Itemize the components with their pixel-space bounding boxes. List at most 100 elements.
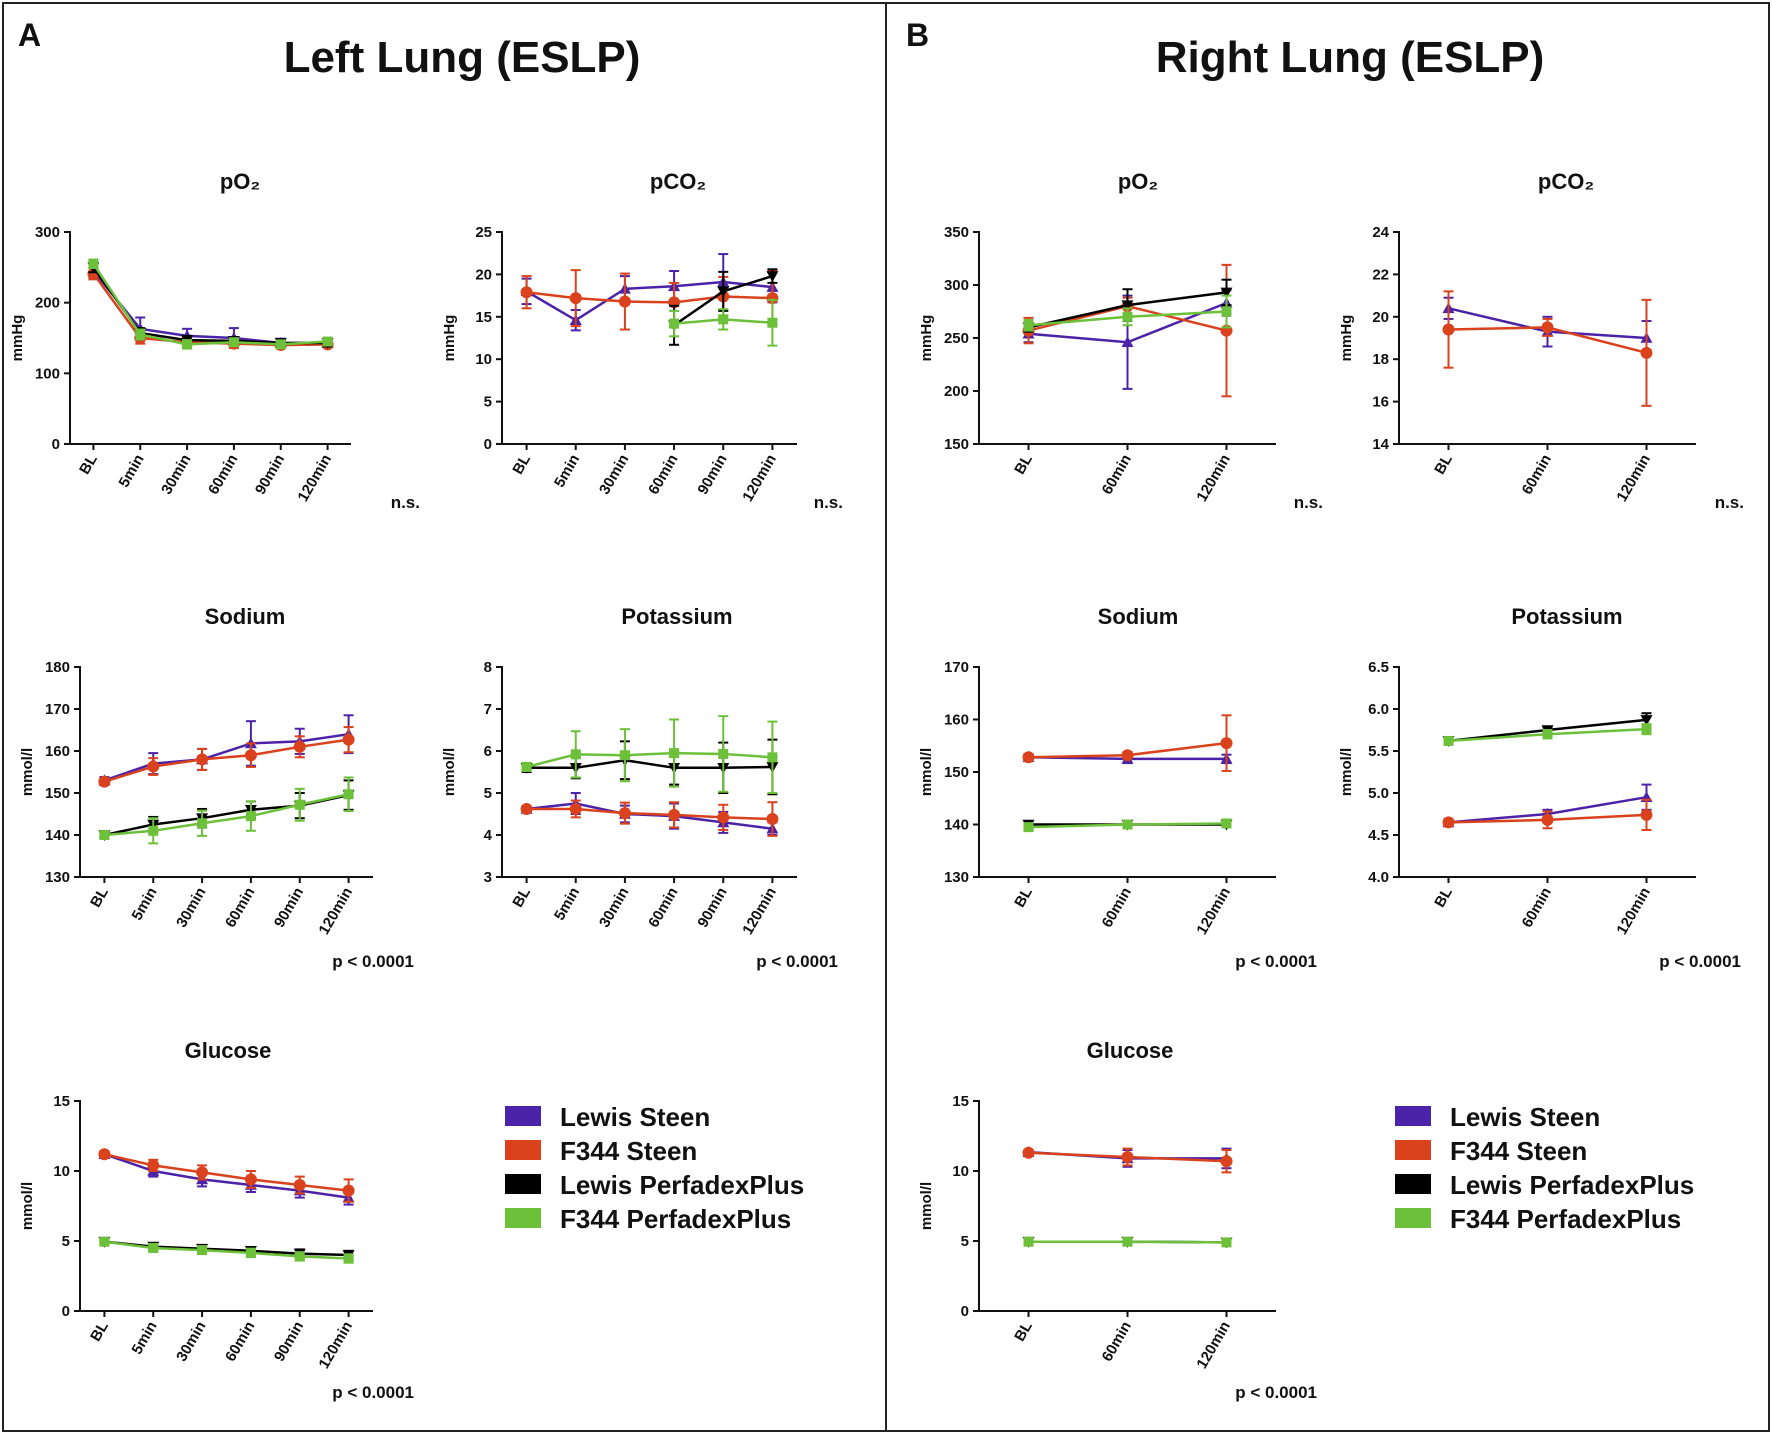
y-tick-label: 6 xyxy=(484,743,492,760)
significance-label: p < 0.0001 xyxy=(756,952,838,971)
data-point xyxy=(1221,1237,1232,1248)
data-point xyxy=(669,748,680,759)
data-point xyxy=(1442,816,1455,829)
legend-b-label-f344-perfadexplus: F344 PerfadexPlus xyxy=(1450,1204,1681,1234)
data-point xyxy=(1122,311,1133,322)
data-point xyxy=(147,760,160,773)
data-point xyxy=(98,1148,111,1161)
y-tick-label: 300 xyxy=(944,277,969,294)
legend-b-swatch-f344-perfadexplus xyxy=(1395,1208,1431,1228)
y-tick-label: 24 xyxy=(1372,224,1389,241)
data-point xyxy=(1442,323,1455,336)
data-point xyxy=(717,286,730,298)
y-tick-label: 15 xyxy=(952,1093,969,1110)
chart-title: Glucose xyxy=(185,1038,272,1063)
data-point xyxy=(766,813,779,826)
data-point xyxy=(1220,287,1233,299)
series-line xyxy=(104,732,349,782)
series-f344-steen xyxy=(98,1148,355,1203)
legend-a-label-f344-steen: F344 Steen xyxy=(560,1136,697,1166)
y-tick-label: 25 xyxy=(475,224,492,241)
y-tick-label: 250 xyxy=(944,330,969,347)
y-tick-label: 5.0 xyxy=(1368,785,1389,802)
y-tick-label: 200 xyxy=(35,295,60,312)
panel-a-letter: A xyxy=(18,17,41,53)
legend-b-swatch-f344-steen xyxy=(1395,1140,1431,1160)
data-point xyxy=(767,752,778,763)
y-axis-label: mmHg xyxy=(441,315,458,362)
data-point xyxy=(1443,735,1454,746)
data-point xyxy=(1641,724,1652,735)
data-point xyxy=(98,775,111,788)
chart-title: Potassium xyxy=(1511,604,1622,629)
chart-title: Potassium xyxy=(621,604,732,629)
data-point xyxy=(135,329,146,340)
significance-label: p < 0.0001 xyxy=(1659,952,1741,971)
significance-label: n.s. xyxy=(391,493,420,512)
data-point xyxy=(1023,822,1034,833)
significance-label: p < 0.0001 xyxy=(1235,952,1317,971)
significance-label: p < 0.0001 xyxy=(332,952,414,971)
data-point xyxy=(293,1179,306,1191)
data-point xyxy=(521,761,532,772)
data-point xyxy=(245,1247,256,1258)
series-line xyxy=(92,263,328,346)
chart-title: pCO₂ xyxy=(1538,169,1594,194)
y-tick-label: 5 xyxy=(961,1233,969,1250)
significance-label: p < 0.0001 xyxy=(332,1383,414,1402)
series-f344-perfadexplus xyxy=(88,258,333,350)
legend-a-swatch-lewis-steen xyxy=(505,1106,541,1126)
y-axis-label: mmol/l xyxy=(19,1182,36,1230)
data-point xyxy=(294,799,305,810)
y-tick-label: 6.5 xyxy=(1368,659,1389,676)
legend-a: Lewis Steen F344 Steen Lewis PerfadexPlu… xyxy=(505,1102,804,1234)
legend-b-swatch-lewis-perfadexplus xyxy=(1395,1174,1431,1194)
data-point xyxy=(196,1166,209,1179)
data-point xyxy=(1023,1236,1034,1247)
data-point xyxy=(766,271,779,283)
y-tick-label: 0 xyxy=(484,436,492,453)
data-point xyxy=(197,1245,208,1256)
legend-a-swatch-lewis-perfadexplus xyxy=(505,1174,541,1194)
data-point xyxy=(570,749,581,760)
series-line xyxy=(104,1153,349,1199)
y-tick-label: 4 xyxy=(484,827,493,844)
y-tick-label: 150 xyxy=(45,785,70,802)
y-tick-label: 4.5 xyxy=(1368,827,1389,844)
panel-a-title: Left Lung (ESLP) xyxy=(284,33,641,82)
significance-label: n.s. xyxy=(814,493,843,512)
y-tick-label: 300 xyxy=(35,224,60,241)
series-f344-perfadexplus xyxy=(1443,723,1652,746)
chart-title: Sodium xyxy=(1098,604,1179,629)
data-point xyxy=(147,1159,160,1172)
data-point xyxy=(343,789,354,800)
series-f344-steen xyxy=(1022,714,1233,772)
y-axis-label: mmol/l xyxy=(918,1182,935,1230)
data-point xyxy=(99,1236,110,1247)
y-tick-label: 18 xyxy=(1372,351,1389,368)
data-point xyxy=(1220,737,1233,750)
y-tick-label: 160 xyxy=(45,743,70,760)
data-point xyxy=(1122,1236,1133,1247)
y-tick-label: 5 xyxy=(484,394,492,411)
series-line xyxy=(526,758,773,770)
legend-b-swatch-lewis-steen xyxy=(1395,1106,1431,1126)
y-tick-label: 150 xyxy=(944,436,969,453)
series-f344-steen xyxy=(1442,798,1653,831)
legend-a-label-f344-perfadexplus: F344 PerfadexPlus xyxy=(560,1204,791,1234)
series-f344-perfadexplus xyxy=(99,776,354,845)
data-point xyxy=(196,753,209,766)
y-tick-label: 140 xyxy=(45,827,70,844)
data-point xyxy=(1221,818,1232,829)
legend-b-label-lewis-perfadexplus: Lewis PerfadexPlus xyxy=(1450,1170,1694,1200)
y-tick-label: 5 xyxy=(484,785,492,802)
y-tick-label: 170 xyxy=(45,701,70,718)
data-point xyxy=(618,807,631,820)
y-axis-label: mmol/l xyxy=(1338,748,1355,796)
y-tick-label: 15 xyxy=(53,1093,70,1110)
series-line xyxy=(526,290,773,304)
y-tick-label: 4.0 xyxy=(1368,869,1389,886)
significance-label: p < 0.0001 xyxy=(1235,1383,1317,1402)
y-tick-label: 14 xyxy=(1372,436,1389,453)
